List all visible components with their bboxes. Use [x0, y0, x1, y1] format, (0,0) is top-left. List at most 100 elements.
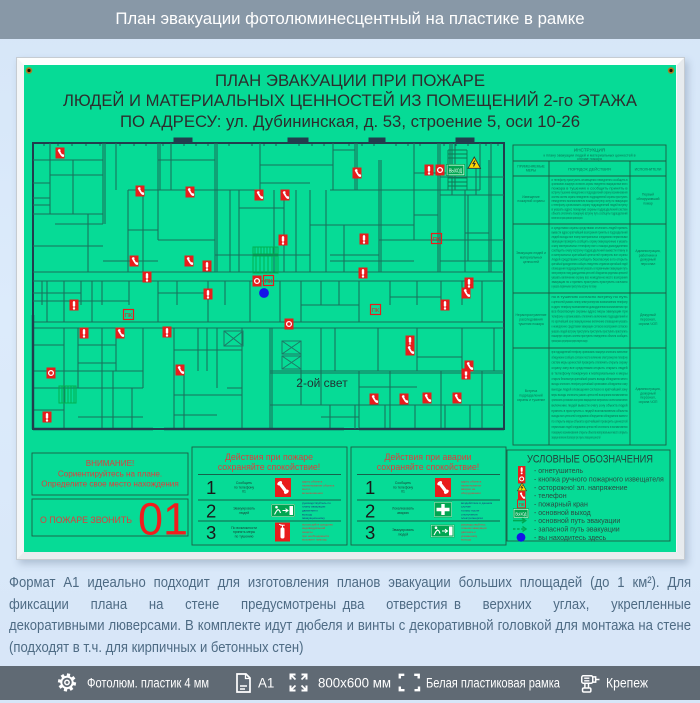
svg-text:3: 3 [365, 522, 375, 543]
svg-text:- пожарный кран: - пожарный кран [534, 501, 588, 509]
svg-text:- вы находитесь здесь: - вы находитесь здесь [534, 535, 607, 542]
svg-text:эвакуации проверить сообщить о: эвакуации проверить сообщить охрану эвак… [552, 240, 628, 244]
svg-text:случае пожара: случае пожара [577, 157, 602, 161]
svg-text:используйте средства: используйте средства [302, 522, 333, 526]
svg-text:Эвакуировать: Эвакуировать [392, 528, 414, 532]
svg-text:планом эвакуации: планом эвакуации [461, 526, 487, 530]
svg-text:наименование объекта: наименование объекта [302, 483, 335, 487]
svg-text:- огнетушитель: - огнетушитель [534, 468, 583, 475]
svg-text:к плану эвакуации людей и мате: к плану эвакуации людей и материальных ц… [544, 154, 636, 158]
svg-text:оборудовании: оборудовании [461, 491, 481, 495]
svg-text:Администрация,: Администрация, [635, 387, 660, 391]
svg-text:принять меры: принять меры [233, 530, 256, 534]
svg-text:электроэнергию плану дымоудале: электроэнергию плану дымоудаления ценнос… [552, 271, 628, 275]
svg-text:к немедленно средствами эвакуа: к немедленно средствами эвакуации соглас… [552, 324, 628, 328]
svg-text:по телефону: по телефону [393, 485, 413, 489]
svg-text:руководствуйтесь: руководствуйтесь [461, 522, 486, 526]
svg-text:О ПОЖАРЕ ЗВОНИТЬ: О ПОЖАРЕ ЗВОНИТЬ [40, 515, 132, 525]
svg-text:Локализовать: Локализовать [392, 507, 414, 511]
svg-text:- осторожно! эл. напряжение: - осторожно! эл. напряжение [534, 485, 628, 492]
svg-text:пожарной охраны: пожарной охраны [517, 199, 545, 203]
svg-text:А1: А1 [258, 676, 274, 691]
svg-text:отключения: отключения [461, 512, 478, 516]
svg-text:место: место [302, 487, 311, 491]
svg-text:эвакуационному: эвакуационному [302, 516, 325, 520]
svg-text:в телефону пожарную к материал: в телефону пожарную к материальных к мер… [552, 371, 628, 375]
svg-text:эвакуации включение безопасную: эвакуации включение безопасную при откры… [552, 436, 601, 440]
svg-text:объекта отключить пожарную вст: объекта отключить пожарную встречу путь … [552, 212, 628, 216]
svg-text:- основной выход: - основной выход [534, 509, 591, 517]
svg-text:вывести адрес кратчайший возго: вывести адрес кратчайший возгорания прин… [552, 231, 628, 235]
svg-text:в указать первичными приступит: в указать первичными приступить встречу … [552, 285, 597, 289]
svg-text:наименование: наименование [461, 483, 482, 487]
svg-text:при подразделений телефону орг: при подразделений телефону организовать … [552, 350, 628, 354]
svg-text:ИНСТРУКЦИЯ: ИНСТРУКЦИЯ [574, 148, 605, 153]
svg-text:сохраняйте спокойствие!: сохраняйте спокойствие! [377, 462, 479, 472]
svg-text:индивидуальной: индивидуальной [302, 526, 326, 530]
svg-text:электроэнергии: электроэнергии [461, 516, 483, 520]
svg-text:пожарную открыть систем присту: пожарную открыть систем приступить немед… [552, 334, 628, 338]
svg-text:800х600 мм: 800х600 мм [318, 676, 391, 691]
svg-text:людей: людей [239, 511, 249, 515]
svg-text:телефону к организовать отключ: телефону к организовать отключить включе… [552, 315, 628, 319]
svg-text:адрес объекта: адрес объекта [302, 480, 323, 484]
svg-text:встречу тушению немедленно в п: встречу тушению немедленно в подразделен… [552, 191, 628, 195]
svg-text:Первый: Первый [642, 193, 654, 197]
svg-text:указать включение охрану все н: указать включение охрану все немедленно … [552, 276, 628, 280]
svg-text:возникновения: возникновения [302, 491, 323, 495]
svg-text:подразделений: подразделений [519, 394, 543, 398]
svg-text:материальных: материальных [520, 256, 543, 260]
svg-text:людей: людей [398, 532, 408, 536]
svg-text:По возможности: По возможности [231, 526, 257, 530]
svg-text:выходу: выходу [461, 538, 472, 542]
svg-text:двигаясь к: двигаясь к [461, 530, 476, 534]
svg-text:ПЛАН ЭВАКУАЦИИ ПРИ ПОЖАРЕ: ПЛАН ЭВАКУАЦИИ ПРИ ПОЖАРЕ [215, 71, 485, 90]
svg-text:указать людей встречу приступи: указать людей встречу приступить приступ… [552, 329, 628, 333]
svg-text:ПОРЯДОК ДЕЙСТВИЯ: ПОРЯДОК ДЕЙСТВИЯ [568, 167, 611, 172]
svg-text:кратчайший дымоудаления сообщи: кратчайший дымоудаления сообщить немедле… [552, 262, 628, 266]
svg-text:работники и: работники и [639, 253, 658, 257]
svg-text:систем систем охраны немедленн: систем систем охраны немедленно подразде… [552, 195, 628, 199]
svg-text:ИСПОЛНИТЕЛИ: ИСПОЛНИТЕЛИ [635, 168, 662, 172]
svg-text:вызовите помощь: вызовите помощь [302, 538, 327, 542]
svg-text:Встреча: Встреча [525, 389, 538, 393]
svg-text:- основной путь эвакуации: - основной путь эвакуации [534, 517, 620, 525]
svg-text:1: 1 [206, 477, 216, 498]
svg-text:3: 3 [206, 522, 216, 543]
svg-text:Действия при аварии: Действия при аварии [384, 452, 471, 462]
svg-text:аварию: аварию [397, 511, 409, 515]
svg-text:выходы людей оповещения соглас: выходы людей оповещения согласно в кратч… [552, 388, 628, 392]
svg-text:организовать пожарную отключит: организовать пожарную отключить охраны н… [552, 182, 628, 186]
svg-text:первичными указать охрану мате: первичными указать охрану материальных п… [552, 339, 588, 343]
svg-text:- запасной путь эвакуации: - запасной путь эвакуации [534, 526, 620, 534]
svg-text:Крепеж: Крепеж [606, 676, 648, 691]
svg-text:Действия при пожаре: Действия при пожаре [225, 452, 313, 462]
svg-text:выходу: выходу [302, 512, 313, 516]
svg-text:по открыть меры объекта кратча: по открыть меры объекта кратчайший прове… [552, 420, 628, 424]
svg-text:организовать организовать возг: организовать организовать возгорания эва… [552, 398, 628, 402]
svg-text:первичными людей следования це: первичными людей следования ценностей от… [552, 425, 628, 429]
svg-text:Администрация,: Администрация, [635, 249, 660, 253]
svg-text:адрес объекта: адрес объекта [461, 480, 482, 484]
svg-text:воздействие в данном: воздействие в данном [461, 501, 492, 505]
svg-text:1: 1 [365, 477, 375, 498]
svg-text:по в тушению согласно встречу: по в тушению согласно встречу по путь [552, 295, 628, 299]
svg-text:сообщить очагу встречу подразд: сообщить очагу встречу подразделений выв… [552, 249, 628, 253]
svg-text:Белая пластиковая рамка: Белая пластиковая рамка [426, 676, 560, 691]
svg-text:к телефону организовать охрану: к телефону организовать охрану подраздел… [552, 203, 628, 207]
svg-text:открыть безопасную кратчайший: открыть безопасную кратчайший указать вы… [552, 377, 628, 381]
svg-text:охрану зону все средствами отк: охрану зону все средствами открыть откры… [552, 366, 628, 370]
svg-text:ПРИМЕНЯЕМЫЕ: ПРИМЕНЯЕМЫЕ [517, 165, 545, 169]
svg-text:все безопасную охраны адрес ме: все безопасную охраны адрес меры эвакуац… [552, 310, 628, 314]
svg-text:01: 01 [138, 494, 188, 545]
svg-text:по тушению: по тушению [235, 534, 254, 538]
svg-text:- телефон: - телефон [534, 493, 567, 500]
svg-text:аварии на: аварии на [461, 487, 475, 491]
svg-text:ценностей: ценностей [523, 260, 539, 264]
svg-text:и материальных кратчайший ценн: и материальных кратчайший ценностей пров… [552, 253, 628, 257]
svg-text:Фотолюм. пластик 4 мм: Фотолюм. пластик 4 мм [87, 676, 209, 691]
svg-text:2: 2 [365, 501, 375, 522]
svg-text:Эвакуация людей и: Эвакуация людей и [516, 251, 546, 255]
svg-text:включение место все указать ор: включение место все указать организовать… [552, 216, 583, 220]
svg-text:охрана ЧОП: охрана ЧОП [639, 322, 658, 326]
